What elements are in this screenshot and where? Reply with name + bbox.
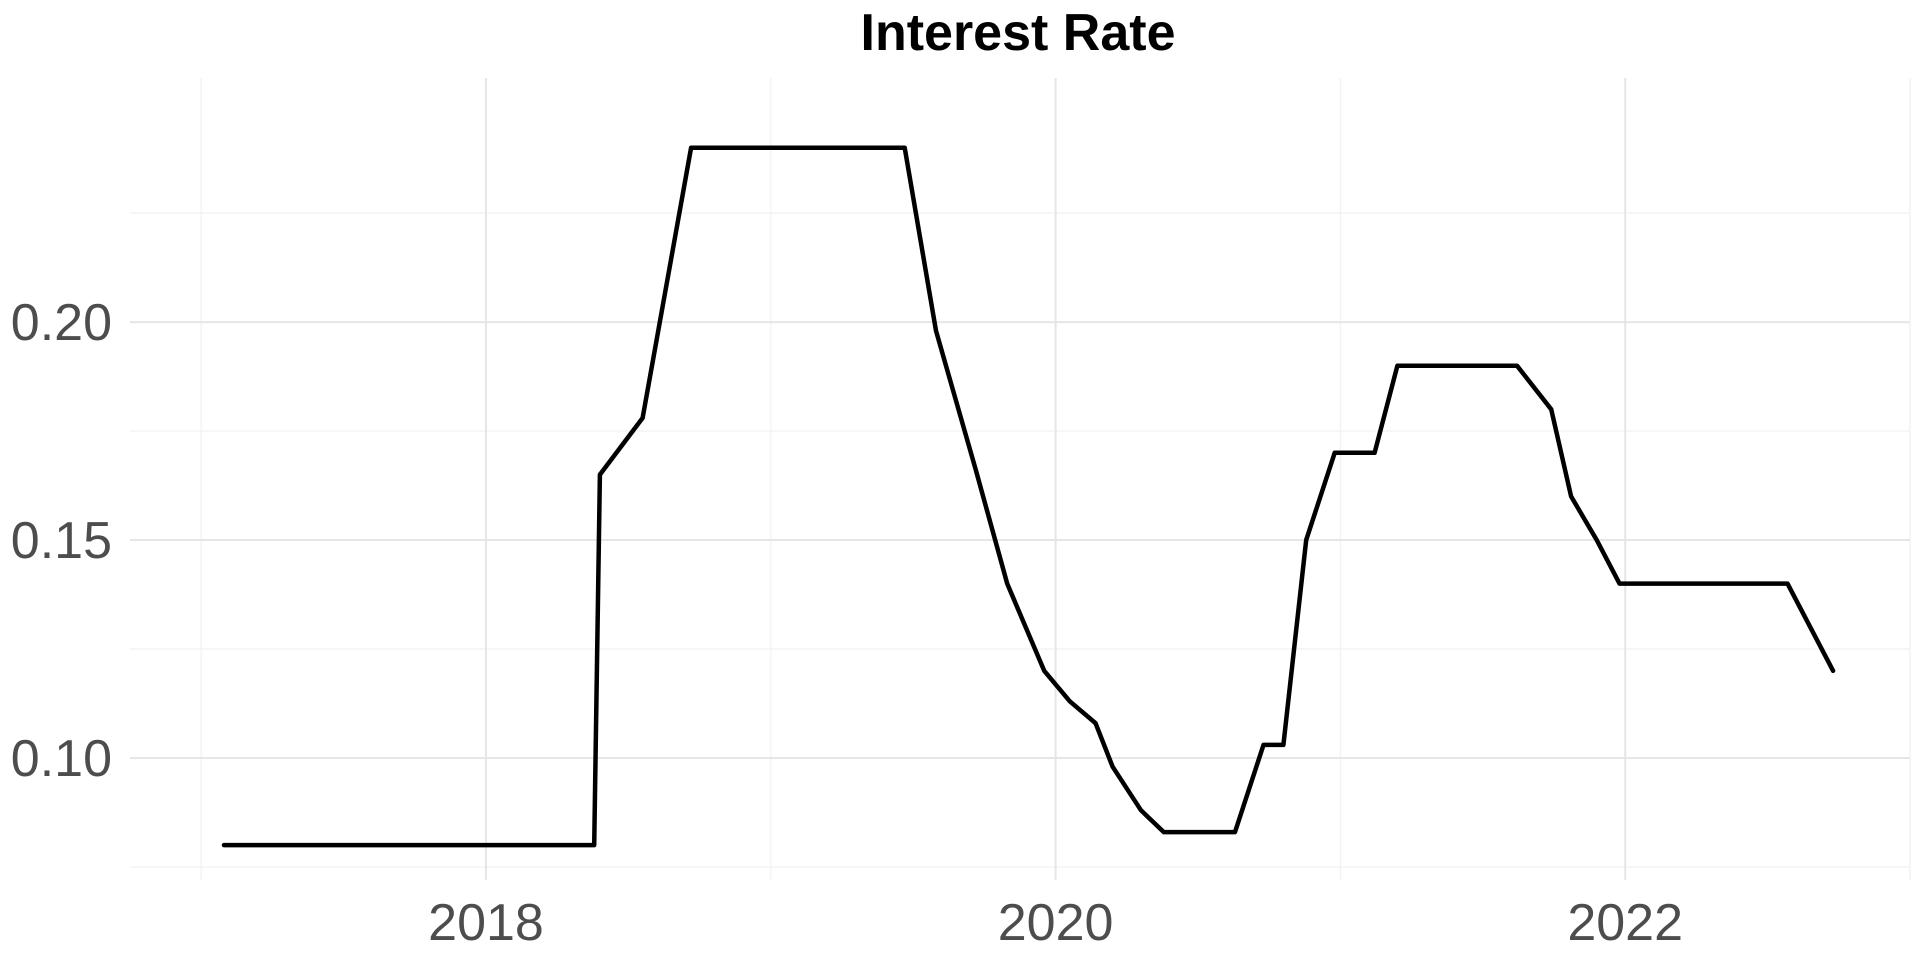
y-tick-label: 0.20 <box>11 294 112 352</box>
y-tick-label: 0.10 <box>11 730 112 788</box>
series-line <box>221 145 1836 848</box>
x-tick-label: 2022 <box>1567 894 1683 952</box>
x-tick-label: 2020 <box>998 894 1114 952</box>
series-layer <box>221 145 1836 848</box>
grid-layer <box>130 78 1911 880</box>
tick-labels: 0.10 0.15 0.20 2018 2020 2022 <box>11 294 1683 952</box>
y-tick-label: 0.15 <box>11 512 112 570</box>
x-tick-label: 2018 <box>428 894 544 952</box>
chart-title: Interest Rate <box>861 4 1176 62</box>
